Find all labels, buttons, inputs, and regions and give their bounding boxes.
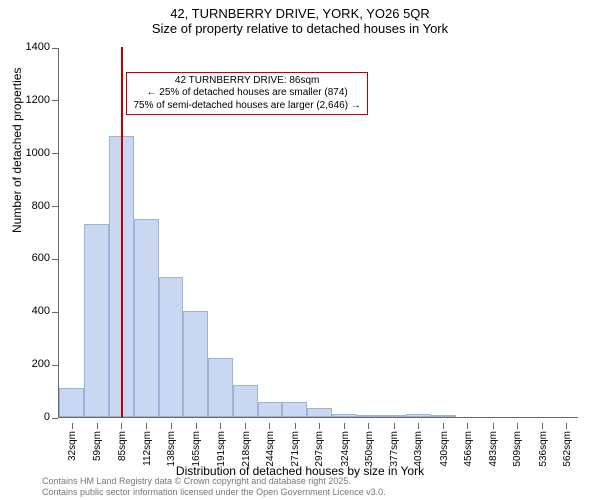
plot-frame: 42 TURNBERRY DRIVE: 86sqm ← 25% of detac… [58, 48, 578, 418]
x-tick-mark [269, 423, 270, 429]
x-tick-mark [171, 423, 172, 429]
callout-line-2: ← 25% of detached houses are smaller (87… [133, 87, 360, 100]
y-tick-label: 400 [32, 305, 50, 317]
histogram-bar [159, 277, 183, 417]
histogram-bar [332, 414, 357, 417]
histogram-bar [233, 385, 258, 417]
x-tick-mark [146, 423, 147, 429]
x-tick-mark [566, 423, 567, 429]
callout-line-3: 75% of semi-detached houses are larger (… [133, 100, 360, 113]
y-tick-label: 1200 [26, 94, 50, 106]
histogram-bar [134, 219, 159, 417]
x-tick-mark [121, 423, 122, 429]
x-tick-mark [72, 423, 73, 429]
title-block: 42, TURNBERRY DRIVE, YORK, YO26 5QR Size… [0, 0, 600, 36]
x-tick-mark [443, 423, 444, 429]
x-tick-mark [493, 423, 494, 429]
y-tick-label: 1000 [26, 147, 50, 159]
title-line-1: 42, TURNBERRY DRIVE, YORK, YO26 5QR [0, 6, 600, 21]
y-tick-mark [52, 100, 58, 101]
y-tick-label: 600 [32, 252, 50, 264]
x-tick-mark [542, 423, 543, 429]
histogram-bar [208, 358, 232, 417]
y-tick-label: 0 [44, 411, 50, 423]
y-tick-mark [52, 48, 58, 49]
x-tick-mark [394, 423, 395, 429]
x-tick-mark [220, 423, 221, 429]
y-tick-label: 1400 [26, 41, 50, 53]
callout-box: 42 TURNBERRY DRIVE: 86sqm ← 25% of detac… [126, 72, 367, 116]
title-line-2: Size of property relative to detached ho… [0, 21, 600, 36]
histogram-bar [307, 408, 331, 417]
x-tick-mark [295, 423, 296, 429]
y-tick-mark [52, 312, 58, 313]
footer-line-1: Contains HM Land Registry data © Crown c… [42, 476, 386, 487]
histogram-bar [381, 415, 406, 417]
histogram-bar [357, 415, 381, 417]
x-tick-mark [245, 423, 246, 429]
histogram-bar [282, 402, 307, 417]
chart-container: 42, TURNBERRY DRIVE, YORK, YO26 5QR Size… [0, 0, 600, 500]
y-tick-mark [52, 206, 58, 207]
y-tick-mark [52, 259, 58, 260]
histogram-bar [406, 414, 430, 417]
y-tick-label: 800 [32, 200, 50, 212]
histogram-bar [258, 402, 282, 417]
x-tick-mark [196, 423, 197, 429]
y-tick-mark [52, 365, 58, 366]
footer-text: Contains HM Land Registry data © Crown c… [42, 476, 386, 498]
x-tick-mark [97, 423, 98, 429]
y-tick-mark [52, 418, 58, 419]
x-tick-mark [344, 423, 345, 429]
histogram-bar [431, 415, 456, 417]
footer-line-2: Contains public sector information licen… [42, 487, 386, 498]
y-tick-label: 200 [32, 358, 50, 370]
x-tick-mark [517, 423, 518, 429]
histogram-bar [84, 224, 109, 417]
x-tick-mark [418, 423, 419, 429]
y-tick-mark [52, 153, 58, 154]
x-tick-mark [368, 423, 369, 429]
callout-line-1: 42 TURNBERRY DRIVE: 86sqm [133, 75, 360, 88]
histogram-bar [183, 311, 208, 417]
x-tick-mark [467, 423, 468, 429]
x-tick-mark [319, 423, 320, 429]
histogram-bar [59, 388, 84, 417]
y-axis-label: Number of detached properties [10, 68, 24, 233]
reference-line [121, 47, 123, 417]
plot-area: 42 TURNBERRY DRIVE: 86sqm ← 25% of detac… [58, 48, 578, 418]
